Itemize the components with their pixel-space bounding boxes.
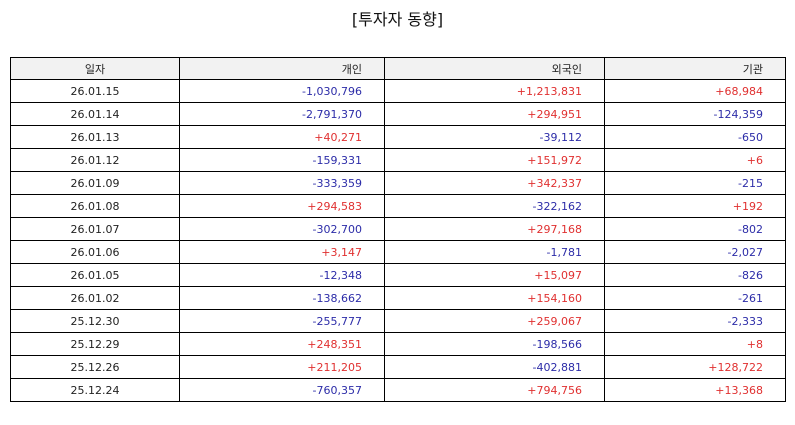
institution-cell: +13,368 [604,378,786,402]
individual-cell: +211,205 [179,355,385,379]
institution-cell: -261 [604,286,786,310]
header-individual: 개인 [179,57,385,80]
institution-cell: -2,027 [604,240,786,264]
individual-cell: -760,357 [179,378,385,402]
table-row: 26.01.08 +294,583 -322,162 +192 [10,194,786,218]
table-row: 25.12.30 -255,777 +259,067 -2,333 [10,309,786,333]
table-row: 26.01.05 -12,348 +15,097 -826 [10,263,786,287]
institution-cell: -802 [604,217,786,241]
page-title: [투자자 동향] [351,10,444,29]
date-cell: 25.12.26 [10,355,180,379]
foreign-cell: -39,112 [384,125,605,149]
investor-trend-table: 일자 개인 외국인 기관 26.01.15 -1,030,796 +1,213,83… [10,57,786,402]
institution-cell: -2,333 [604,309,786,333]
table-row: 25.12.29 +248,351 -198,566 +8 [10,332,786,356]
foreign-cell: +297,168 [384,217,605,241]
date-cell: 26.01.02 [10,286,180,310]
date-cell: 26.01.09 [10,171,180,195]
foreign-cell: -322,162 [384,194,605,218]
date-cell: 26.01.07 [10,217,180,241]
foreign-cell: +154,160 [384,286,605,310]
header-institution: 기관 [604,57,786,80]
table-row: 26.01.07 -302,700 +297,168 -802 [10,217,786,241]
institution-cell: -124,359 [604,102,786,126]
foreign-cell: -1,781 [384,240,605,264]
table-row: 26.01.12 -159,331 +151,972 +6 [10,148,786,172]
date-cell: 26.01.12 [10,148,180,172]
foreign-cell: +1,213,831 [384,79,605,103]
institution-cell: -650 [604,125,786,149]
institution-cell: +128,722 [604,355,786,379]
date-cell: 26.01.13 [10,125,180,149]
header-foreign: 외국인 [384,57,605,80]
foreign-cell: +151,972 [384,148,605,172]
individual-cell: +294,583 [179,194,385,218]
date-cell: 26.01.05 [10,263,180,287]
institution-cell: +6 [604,148,786,172]
institution-cell: -215 [604,171,786,195]
table-row: 25.12.24 -760,357 +794,756 +13,368 [10,378,786,402]
institution-cell: -826 [604,263,786,287]
table-row: 26.01.15 -1,030,796 +1,213,831 +68,984 [10,79,786,103]
individual-cell: +40,271 [179,125,385,149]
institution-cell: +192 [604,194,786,218]
institution-cell: +68,984 [604,79,786,103]
individual-cell: -302,700 [179,217,385,241]
date-cell: 25.12.24 [10,378,180,402]
date-cell: 26.01.15 [10,79,180,103]
table-header-row: 일자 개인 외국인 기관 [10,57,786,80]
individual-cell: -255,777 [179,309,385,333]
table-row: 26.01.13 +40,271 -39,112 -650 [10,125,786,149]
institution-cell: +8 [604,332,786,356]
table-row: 25.12.26 +211,205 -402,881 +128,722 [10,355,786,379]
date-cell: 25.12.29 [10,332,180,356]
date-cell: 26.01.14 [10,102,180,126]
individual-cell: -333,359 [179,171,385,195]
individual-cell: +3,147 [179,240,385,264]
header-date: 일자 [10,57,180,80]
individual-cell: -2,791,370 [179,102,385,126]
table-row: 26.01.14 -2,791,370 +294,951 -124,359 [10,102,786,126]
date-cell: 26.01.08 [10,194,180,218]
foreign-cell: +15,097 [384,263,605,287]
foreign-cell: +342,337 [384,171,605,195]
foreign-cell: -198,566 [384,332,605,356]
date-cell: 25.12.30 [10,309,180,333]
individual-cell: -1,030,796 [179,79,385,103]
date-cell: 26.01.06 [10,240,180,264]
table-row: 26.01.09 -333,359 +342,337 -215 [10,171,786,195]
individual-cell: -12,348 [179,263,385,287]
individual-cell: -138,662 [179,286,385,310]
foreign-cell: +294,951 [384,102,605,126]
table-row: 26.01.06 +3,147 -1,781 -2,027 [10,240,786,264]
individual-cell: -159,331 [179,148,385,172]
foreign-cell: -402,881 [384,355,605,379]
table-row: 26.01.02 -138,662 +154,160 -261 [10,286,786,310]
foreign-cell: +794,756 [384,378,605,402]
individual-cell: +248,351 [179,332,385,356]
foreign-cell: +259,067 [384,309,605,333]
